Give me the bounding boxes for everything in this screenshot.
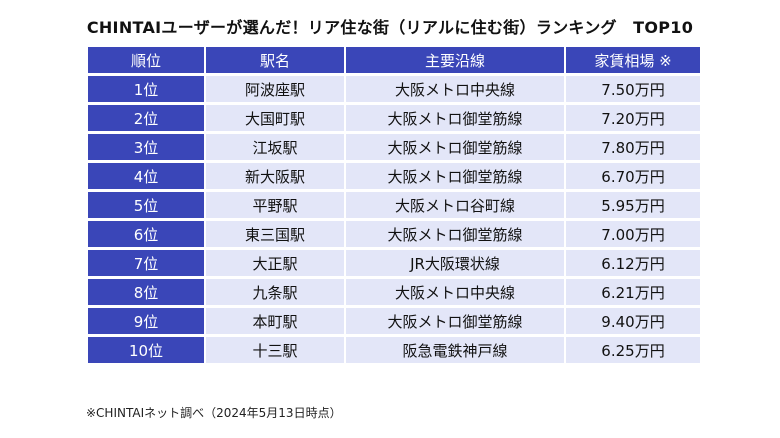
rank-cell: 7位	[88, 250, 204, 276]
line-cell: 大阪メトロ御堂筋線	[346, 134, 564, 160]
table-row: 8位 九条駅 大阪メトロ中央線 6.21万円	[88, 279, 700, 305]
table-row: 7位 大正駅 JR大阪環状線 6.12万円	[88, 250, 700, 276]
table-row: 5位 平野駅 大阪メトロ谷町線 5.95万円	[88, 192, 700, 218]
line-cell: 大阪メトロ中央線	[346, 279, 564, 305]
rank-cell: 4位	[88, 163, 204, 189]
rank-cell: 9位	[88, 308, 204, 334]
line-cell: 大阪メトロ谷町線	[346, 192, 564, 218]
station-cell: 新大阪駅	[206, 163, 344, 189]
station-cell: 平野駅	[206, 192, 344, 218]
rent-cell: 6.70万円	[566, 163, 700, 189]
station-cell: 大正駅	[206, 250, 344, 276]
station-cell: 十三駅	[206, 337, 344, 363]
station-cell: 大国町駅	[206, 105, 344, 131]
rank-cell: 8位	[88, 279, 204, 305]
line-cell: 大阪メトロ御堂筋線	[346, 163, 564, 189]
station-cell: 江坂駅	[206, 134, 344, 160]
rank-cell: 1位	[88, 76, 204, 102]
rent-cell: 7.00万円	[566, 221, 700, 247]
table-row: 6位 東三国駅 大阪メトロ御堂筋線 7.00万円	[88, 221, 700, 247]
rank-cell: 2位	[88, 105, 204, 131]
rank-cell: 3位	[88, 134, 204, 160]
table-row: 2位 大国町駅 大阪メトロ御堂筋線 7.20万円	[88, 105, 700, 131]
table-header-row: 順位 駅名 主要沿線 家賃相場 ※	[88, 47, 700, 73]
rent-cell: 7.20万円	[566, 105, 700, 131]
line-cell: 大阪メトロ御堂筋線	[346, 221, 564, 247]
line-cell: 大阪メトロ御堂筋線	[346, 308, 564, 334]
rent-cell: 5.95万円	[566, 192, 700, 218]
rank-cell: 6位	[88, 221, 204, 247]
ranking-table: 順位 駅名 主要沿線 家賃相場 ※ 1位 阿波座駅 大阪メトロ中央線 7.50万…	[86, 44, 702, 366]
station-cell: 本町駅	[206, 308, 344, 334]
table-row: 4位 新大阪駅 大阪メトロ御堂筋線 6.70万円	[88, 163, 700, 189]
rent-cell: 6.21万円	[566, 279, 700, 305]
table-row: 10位 十三駅 阪急電鉄神戸線 6.25万円	[88, 337, 700, 363]
rent-cell: 7.50万円	[566, 76, 700, 102]
rent-cell: 6.25万円	[566, 337, 700, 363]
station-cell: 東三国駅	[206, 221, 344, 247]
header-line: 主要沿線	[346, 47, 564, 73]
header-rank: 順位	[88, 47, 204, 73]
table-row: 1位 阿波座駅 大阪メトロ中央線 7.50万円	[88, 76, 700, 102]
line-cell: 大阪メトロ御堂筋線	[346, 105, 564, 131]
rent-cell: 6.12万円	[566, 250, 700, 276]
table-row: 3位 江坂駅 大阪メトロ御堂筋線 7.80万円	[88, 134, 700, 160]
rank-cell: 5位	[88, 192, 204, 218]
station-cell: 阿波座駅	[206, 76, 344, 102]
rank-cell: 10位	[88, 337, 204, 363]
footnote: ※CHINTAIネット調べ（2024年5月13日時点）	[86, 406, 342, 420]
header-station: 駅名	[206, 47, 344, 73]
line-cell: JR大阪環状線	[346, 250, 564, 276]
line-cell: 阪急電鉄神戸線	[346, 337, 564, 363]
table-row: 9位 本町駅 大阪メトロ御堂筋線 9.40万円	[88, 308, 700, 334]
header-rent: 家賃相場 ※	[566, 47, 700, 73]
rent-cell: 9.40万円	[566, 308, 700, 334]
station-cell: 九条駅	[206, 279, 344, 305]
rent-cell: 7.80万円	[566, 134, 700, 160]
page-title: CHINTAIユーザーが選んだ！リア住な街（リアルに住む街）ランキング TOP1…	[86, 18, 694, 37]
line-cell: 大阪メトロ中央線	[346, 76, 564, 102]
